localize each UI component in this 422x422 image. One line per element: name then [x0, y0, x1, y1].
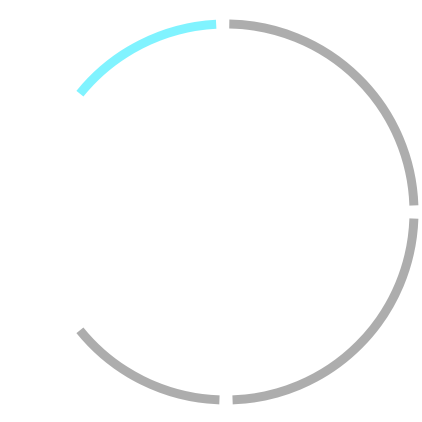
ring-segment-active	[76, 19, 217, 97]
ring-segment-3	[232, 218, 419, 405]
ring-segment-4	[76, 327, 220, 405]
ring-segment-2	[229, 19, 419, 206]
